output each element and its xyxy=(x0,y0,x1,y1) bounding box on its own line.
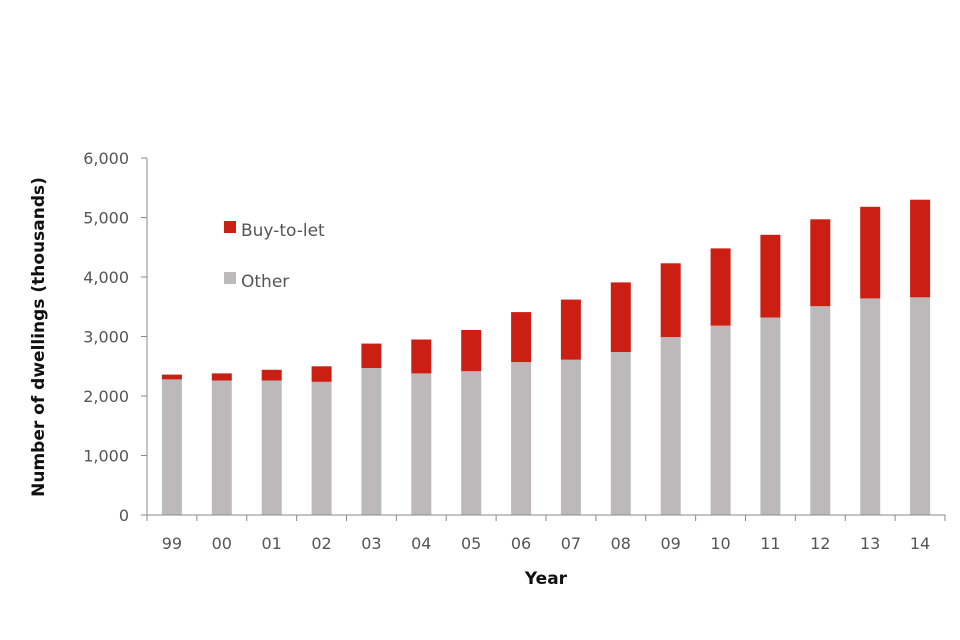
bar-other-02 xyxy=(311,381,332,515)
bar-buy-to-let-13 xyxy=(860,206,881,299)
x-tick-label: 01 xyxy=(262,534,282,553)
bar-buy-to-let-04 xyxy=(411,339,432,374)
x-tick-label: 06 xyxy=(511,534,531,553)
legend-label-buy-to-let: Buy-to-let xyxy=(241,221,325,241)
x-tick-label: 05 xyxy=(461,534,481,553)
bar-buy-to-let-06 xyxy=(511,312,532,363)
x-axis-title: Year xyxy=(524,569,568,589)
x-tick-label: 07 xyxy=(561,534,581,553)
x-tick-label: 10 xyxy=(710,534,730,553)
x-tick-label: 13 xyxy=(860,534,880,553)
bar-other-14 xyxy=(910,297,931,515)
x-tick-label: 11 xyxy=(760,534,780,553)
bar-buy-to-let-08 xyxy=(610,282,631,352)
x-tick-label: 02 xyxy=(311,534,331,553)
y-tick-label: 3,000 xyxy=(83,328,129,347)
bar-buy-to-let-02 xyxy=(311,366,332,382)
y-tick-label: 0 xyxy=(119,506,129,525)
y-tick-label: 2,000 xyxy=(83,387,129,406)
bar-other-09 xyxy=(660,337,681,515)
legend-swatch-other xyxy=(224,272,236,284)
bar-other-05 xyxy=(461,371,482,515)
y-tick-label: 1,000 xyxy=(83,447,129,466)
x-tick-label: 03 xyxy=(361,534,381,553)
bar-other-13 xyxy=(860,298,881,515)
x-tick-label: 99 xyxy=(162,534,182,553)
x-tick-label: 00 xyxy=(212,534,232,553)
bar-other-06 xyxy=(511,362,532,515)
legend-swatch-buy-to-let xyxy=(224,221,236,233)
bar-buy-to-let-01 xyxy=(261,369,282,381)
x-tick-label: 14 xyxy=(910,534,930,553)
bar-other-99 xyxy=(161,379,182,515)
bar-buy-to-let-09 xyxy=(660,263,681,338)
bar-buy-to-let-14 xyxy=(910,199,931,298)
bar-other-11 xyxy=(760,317,781,515)
x-tick-label: 04 xyxy=(411,534,431,553)
bar-buy-to-let-12 xyxy=(810,219,831,307)
x-tick-label: 09 xyxy=(661,534,681,553)
bar-buy-to-let-10 xyxy=(710,248,731,326)
y-tick-label: 4,000 xyxy=(83,268,129,287)
y-tick-label: 5,000 xyxy=(83,209,129,228)
y-tick-layer: 0 1,000 2,000 3,000 4,000 5,000 6,000 xyxy=(83,149,147,525)
legend-label-other: Other xyxy=(241,272,289,292)
bar-other-12 xyxy=(810,306,831,515)
bar-other-10 xyxy=(710,325,731,515)
bar-other-03 xyxy=(361,368,382,515)
y-tick-label: 6,000 xyxy=(83,149,129,168)
bar-buy-to-let-99 xyxy=(161,374,182,380)
bar-buy-to-let-00 xyxy=(211,373,232,381)
x-tick-label: 08 xyxy=(611,534,631,553)
bar-other-00 xyxy=(211,380,232,515)
bar-other-07 xyxy=(560,359,581,515)
bars-layer xyxy=(161,199,931,515)
bar-other-08 xyxy=(610,352,631,515)
bar-buy-to-let-05 xyxy=(461,330,482,372)
bar-other-01 xyxy=(261,380,282,515)
bar-buy-to-let-03 xyxy=(361,343,382,368)
bar-buy-to-let-07 xyxy=(560,299,581,360)
x-tick-label: 12 xyxy=(810,534,830,553)
y-axis-title: Number of dwellings (thousands) xyxy=(29,177,49,497)
bar-other-04 xyxy=(411,373,432,515)
x-tick-layer: 99 00 01 02 03 04 05 06 07 08 09 10 11 12 13 14 xyxy=(146,515,946,553)
legend: Buy-to-let Other xyxy=(224,221,325,292)
bar-buy-to-let-11 xyxy=(760,234,781,318)
